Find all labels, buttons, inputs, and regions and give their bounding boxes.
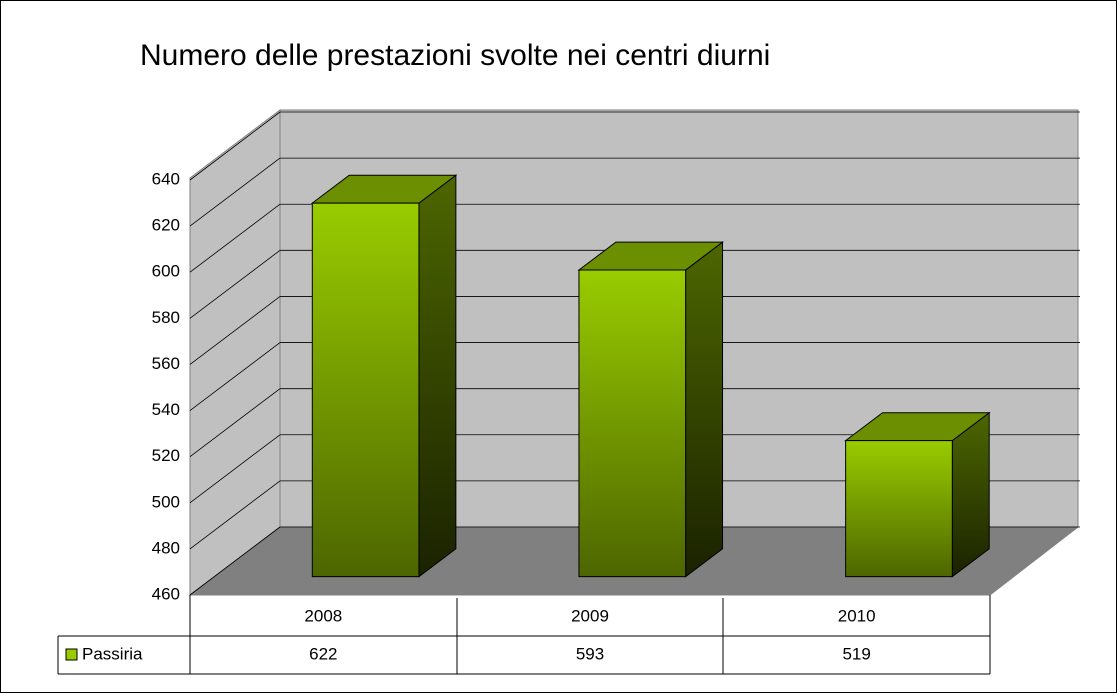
bar-side (418, 174, 457, 578)
y-tick-label: 480 (152, 538, 180, 557)
y-tick-label: 500 (152, 492, 180, 511)
bar-front (845, 440, 953, 578)
grid-line (189, 296, 281, 365)
bar (577, 241, 725, 578)
grid-line (189, 342, 281, 411)
legend-swatch (65, 648, 78, 661)
y-tick-label: 620 (152, 216, 180, 235)
table-value: 519 (842, 644, 870, 663)
y-tick-label: 540 (152, 400, 180, 419)
table-value: 593 (576, 644, 604, 663)
x-tick-label: 2008 (304, 606, 342, 625)
bar-front (311, 202, 420, 578)
x-tick-label: 2009 (571, 606, 609, 625)
grid-line (189, 111, 281, 181)
y-tick-label: 600 (152, 262, 180, 281)
data-table (57, 595, 991, 675)
grid-line (189, 388, 281, 457)
y-tick-label: 460 (152, 584, 180, 603)
grid-line (189, 250, 281, 319)
y-tick-label: 640 (152, 169, 180, 188)
grid-line (189, 526, 281, 596)
legend-label: Passiria (82, 644, 143, 663)
bar (310, 174, 458, 578)
grid-line (189, 434, 281, 504)
chart-title: Numero delle prestazioni svolte nei cent… (140, 39, 770, 72)
x-tick-label: 2010 (838, 606, 876, 625)
y-tick-label: 560 (152, 354, 180, 373)
y-tick-label: 520 (152, 446, 180, 465)
y-tick-label: 580 (152, 308, 180, 327)
bar-side (685, 241, 724, 578)
grid-line (189, 480, 281, 550)
bar-side (951, 411, 990, 578)
bar (844, 411, 991, 578)
table-value: 622 (309, 644, 337, 663)
grid-line (189, 157, 281, 227)
grid-line (189, 203, 281, 273)
bar-front (578, 269, 687, 578)
